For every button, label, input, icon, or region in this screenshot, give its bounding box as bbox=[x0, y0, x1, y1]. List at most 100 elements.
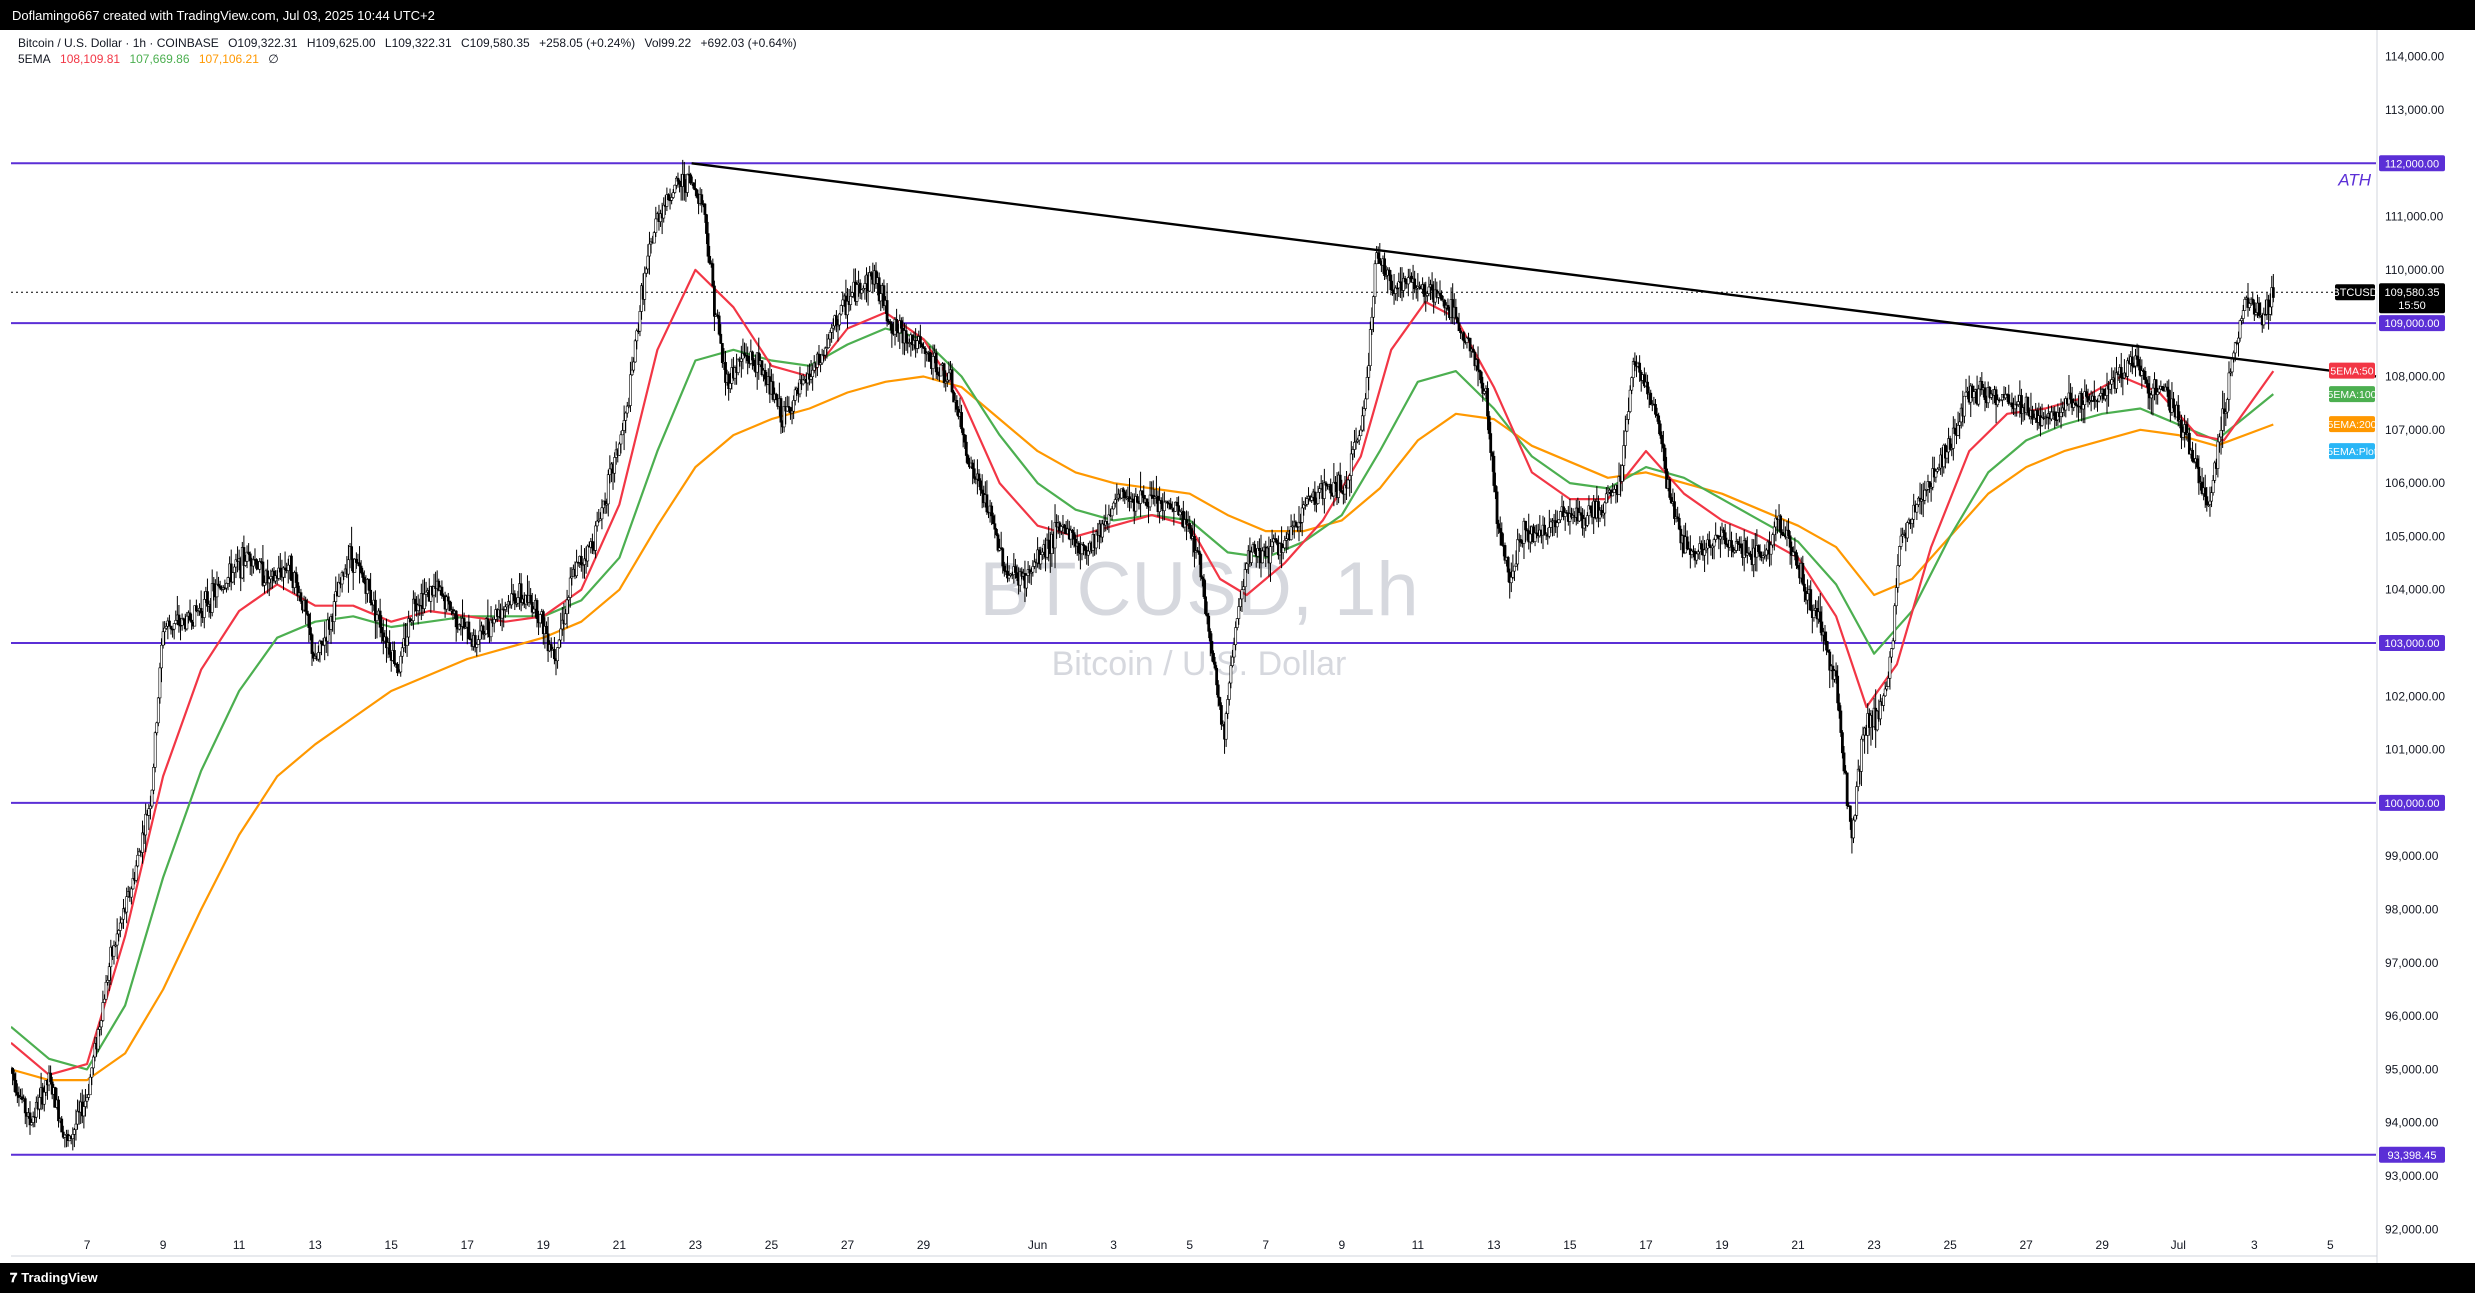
last-price-symbol-tag bbox=[2335, 284, 2375, 301]
x-tick-label: 7 bbox=[84, 1238, 91, 1252]
candle-body bbox=[1101, 523, 1104, 538]
candle-body bbox=[2084, 391, 2088, 397]
candle-body bbox=[305, 610, 309, 615]
candle-body bbox=[2237, 337, 2240, 344]
candle-body bbox=[1623, 430, 1627, 446]
y-tick-label: 104,000.00 bbox=[2385, 583, 2445, 597]
chart-frame[interactable]: BTCUSD, 1h Bitcoin / U.S. Dollar ATH 92,0… bbox=[11, 30, 2465, 1263]
tradingview-logo: 𝟕 TradingView bbox=[10, 1270, 98, 1286]
candle-body bbox=[245, 551, 249, 562]
candle-body bbox=[936, 371, 940, 375]
candle-body bbox=[1771, 534, 1775, 546]
candle-body bbox=[1001, 548, 1005, 567]
candle-body bbox=[2203, 487, 2207, 497]
level-price-text: 100,000.00 bbox=[2384, 798, 2439, 810]
candle-body bbox=[1121, 488, 1125, 493]
y-tick-label: 108,000.00 bbox=[2385, 369, 2445, 383]
candle-body bbox=[2081, 404, 2085, 410]
tradingview-logo-icon: 𝟕 bbox=[10, 1270, 18, 1285]
candle-body bbox=[2181, 431, 2185, 438]
candle-body bbox=[2154, 379, 2158, 395]
candle-body bbox=[1459, 330, 1463, 334]
candle-body bbox=[1015, 572, 1019, 579]
candle-body bbox=[61, 1131, 65, 1138]
candle-body bbox=[310, 634, 314, 654]
candle-body bbox=[2218, 436, 2221, 443]
candle-body bbox=[648, 243, 651, 257]
candle-body bbox=[1964, 391, 1968, 397]
legend-close: C109,580.35 bbox=[460, 36, 530, 50]
candle-body bbox=[1836, 675, 1840, 704]
candle-body bbox=[597, 519, 601, 522]
candle-body bbox=[1882, 695, 1886, 706]
candle-body bbox=[686, 173, 689, 193]
candle-body bbox=[1204, 596, 1207, 614]
candle-body bbox=[1853, 815, 1857, 821]
candle-body bbox=[630, 369, 634, 376]
candle-body bbox=[1250, 551, 1253, 563]
tradingview-logo-text: TradingView bbox=[21, 1270, 98, 1285]
candle-body bbox=[1839, 710, 1843, 733]
candle-body bbox=[2268, 306, 2272, 315]
candle-body bbox=[185, 615, 189, 630]
candle-body bbox=[1376, 252, 1380, 259]
candle-body bbox=[1373, 263, 1377, 297]
candle-body bbox=[347, 559, 350, 575]
candle-body bbox=[1086, 550, 1090, 556]
candle-body bbox=[621, 430, 624, 436]
candle-body bbox=[1071, 530, 1074, 533]
candle-body bbox=[1406, 277, 1410, 285]
trend-line-group bbox=[691, 162, 2377, 378]
indicator-tag bbox=[2329, 386, 2375, 403]
candle-body bbox=[1489, 433, 1493, 453]
candle-body bbox=[1627, 411, 1630, 420]
candle-body bbox=[1240, 589, 1244, 600]
y-tick-label: 96,000.00 bbox=[2385, 1009, 2439, 1023]
indicator-tag-text: 5EMA:Plot bbox=[2327, 446, 2377, 458]
candle-body bbox=[334, 591, 338, 602]
y-tick-label: 114,000.00 bbox=[2385, 50, 2444, 64]
time-axis[interactable]: 7 9 11 13 15 17 19 21 23 25 27 29 Jun 3 5 7 9 11 13 15 17 19 2… bbox=[11, 1238, 2377, 1257]
candle-body bbox=[839, 305, 843, 315]
candle-body bbox=[899, 320, 903, 329]
candle-body bbox=[1040, 551, 1044, 556]
candle-body bbox=[258, 561, 262, 570]
candle-body bbox=[290, 555, 293, 581]
candle-body bbox=[1657, 415, 1661, 425]
ema100-line bbox=[11, 327, 2274, 1071]
candle-body bbox=[101, 1002, 105, 1021]
candle-body bbox=[1281, 547, 1285, 553]
candle-body bbox=[942, 363, 946, 384]
candle-body bbox=[2271, 287, 2275, 298]
candle-body bbox=[667, 194, 670, 201]
candle-body bbox=[1898, 546, 1901, 566]
x-tick-label: 15 bbox=[1563, 1238, 1577, 1252]
candle-body bbox=[155, 722, 159, 734]
y-tick-label: 97,000.00 bbox=[2385, 956, 2439, 970]
candle-body bbox=[985, 494, 989, 513]
candle-body bbox=[1928, 481, 1931, 488]
candle-body bbox=[1039, 554, 1043, 565]
candle-body bbox=[2167, 389, 2171, 407]
candle-body bbox=[1812, 610, 1816, 618]
candle-body bbox=[1383, 258, 1386, 276]
candle-body bbox=[1630, 377, 1634, 391]
candle-body bbox=[1585, 515, 1589, 526]
candle-body bbox=[158, 667, 162, 699]
candle-body bbox=[1899, 535, 1903, 547]
chart-background bbox=[11, 30, 2465, 1263]
candle-body bbox=[2257, 302, 2261, 316]
candle-body bbox=[1082, 544, 1085, 546]
candle-body bbox=[2240, 318, 2244, 321]
candle-body bbox=[1860, 738, 1863, 772]
candle-body bbox=[1516, 539, 1520, 565]
candle-body bbox=[617, 443, 621, 456]
candle-body bbox=[130, 888, 133, 898]
candle-body bbox=[1110, 508, 1114, 517]
candle-body bbox=[931, 356, 935, 369]
candle-body bbox=[1668, 479, 1672, 498]
candle-body bbox=[2208, 500, 2212, 505]
candle-body bbox=[483, 633, 487, 636]
y-tick-label: 113,000.00 bbox=[2385, 103, 2444, 117]
